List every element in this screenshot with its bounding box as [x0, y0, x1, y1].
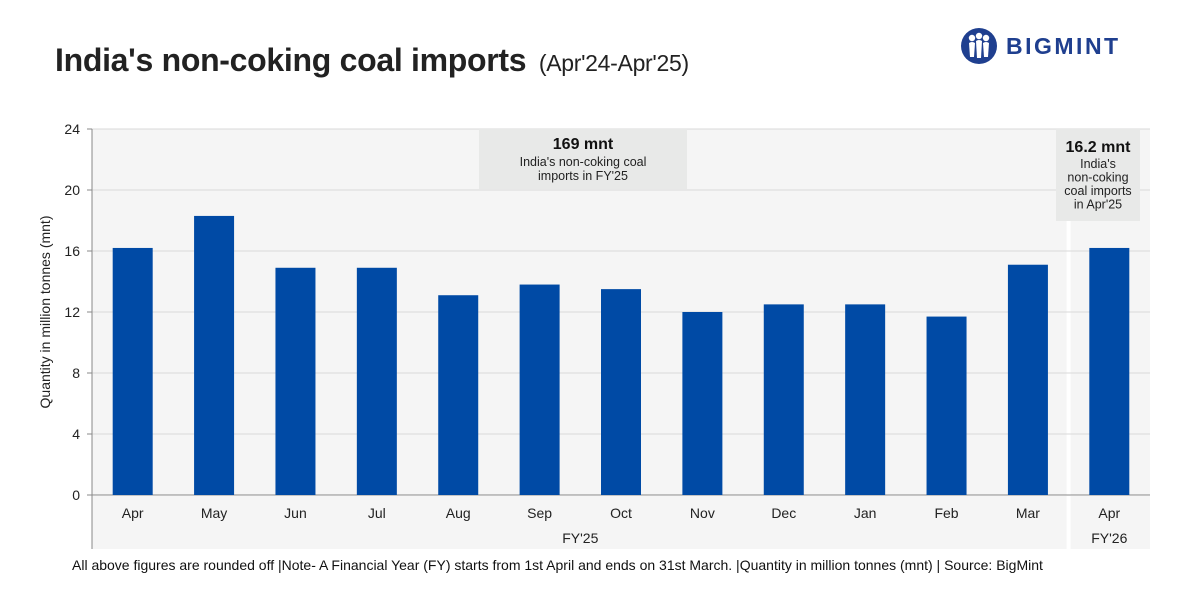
y-axis-title: Quantity in million tonnes (mnt) [37, 216, 53, 409]
annotation-apr25-line: India's [1080, 157, 1116, 171]
y-tick-label: 16 [64, 243, 80, 259]
bar-jun-2 [275, 267, 316, 495]
x-tick-label: Apr [1098, 505, 1120, 521]
brand-logo: BIGMINT [960, 26, 1121, 66]
bar-mar-11 [1007, 264, 1048, 495]
x-tick-label: Sep [527, 505, 552, 521]
y-tick-label: 12 [64, 304, 80, 320]
y-tick-label: 4 [72, 426, 80, 442]
bar-nov-7 [682, 312, 723, 495]
chart-subtitle: (Apr'24-Apr'25) [538, 50, 689, 76]
x-tick-label: Apr [122, 505, 144, 521]
bar-apr-0 [112, 247, 153, 495]
x-group-label-1: FY'26 [1091, 530, 1127, 546]
bar-dec-8 [763, 304, 804, 495]
category-band-fy26 [1070, 496, 1150, 549]
y-tick-label: 8 [72, 365, 80, 381]
annotation-apr25-line: in Apr'25 [1074, 198, 1122, 212]
x-tick-label: Jun [284, 505, 307, 521]
x-tick-label: Jul [368, 505, 386, 521]
category-band-fy25 [92, 496, 1067, 549]
bar-sep-5 [519, 284, 560, 495]
bar-aug-4 [438, 295, 479, 495]
footnote: All above figures are rounded off |Note-… [72, 557, 1043, 573]
annotation-apr25-line: coal imports [1064, 184, 1131, 198]
annotation-fy25-headline: 169 mnt [553, 136, 614, 153]
bar-oct-6 [601, 289, 641, 495]
chart-title-text: India's non-coking coal imports [55, 42, 527, 78]
bar-may-1 [194, 215, 235, 496]
annotation-fy25-line: India's non-coking coal [520, 155, 647, 169]
y-tick-label: 0 [72, 487, 80, 503]
chart-title: India's non-coking coal imports (Apr'24-… [55, 42, 689, 79]
y-tick-label: 20 [64, 182, 80, 198]
annotation-box-apr25 [1056, 129, 1140, 221]
annotation-fy25-line: imports in FY'25 [538, 169, 628, 183]
bar-jul-3 [356, 267, 397, 495]
brand-name: BIGMINT [1006, 32, 1121, 59]
x-tick-label: Mar [1016, 505, 1040, 521]
x-group-label-0: FY'25 [562, 530, 598, 546]
x-tick-label: Jan [854, 505, 877, 521]
x-tick-label: Dec [771, 505, 796, 521]
annotation-box-fy25 [479, 129, 687, 189]
brand-logo-icon [961, 28, 997, 64]
x-tick-label: Feb [934, 505, 958, 521]
annotation-apr25-line: non-coking [1067, 171, 1128, 185]
x-tick-label: Oct [610, 505, 632, 521]
x-tick-label: May [201, 505, 227, 521]
x-tick-label: Aug [446, 505, 471, 521]
bar-feb-10 [926, 316, 967, 495]
bar-apr-12 [1089, 247, 1130, 495]
x-tick-label: Nov [690, 505, 715, 521]
y-tick-label: 24 [64, 121, 80, 137]
bar-jan-9 [845, 304, 886, 495]
annotation-apr25-headline: 16.2 mnt [1066, 139, 1132, 156]
